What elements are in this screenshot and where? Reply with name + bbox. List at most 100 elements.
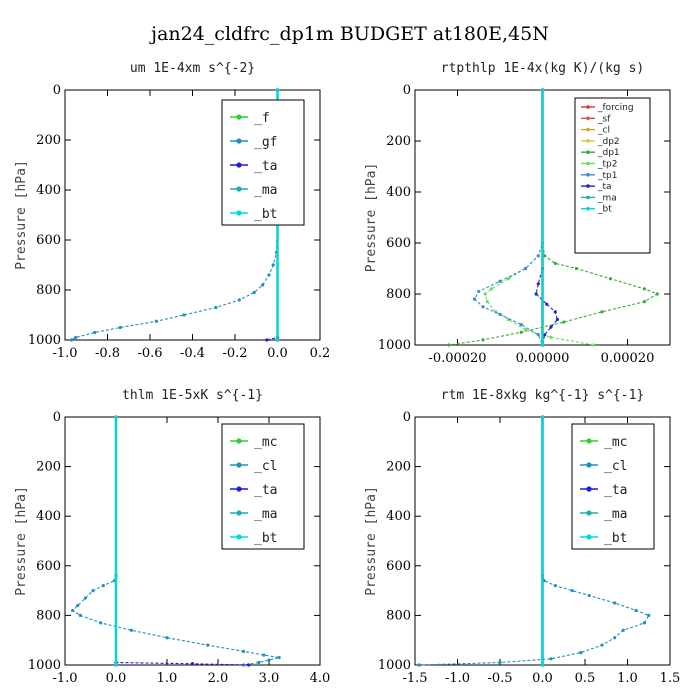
y-tick-label: 800	[36, 608, 61, 623]
series-point	[190, 662, 195, 666]
legend-label: _cl	[604, 459, 627, 474]
legend-marker	[236, 162, 242, 168]
legend-label: _f	[254, 111, 270, 126]
series-point	[69, 338, 73, 342]
legend-marker	[586, 127, 590, 132]
series-point	[165, 636, 169, 640]
legend-marker	[586, 184, 590, 188]
series-point	[553, 584, 557, 588]
series-point	[78, 613, 82, 618]
series-group	[417, 415, 651, 667]
panel-title: rtpthlp 1E-4x(kg K)/(kg s)	[441, 61, 645, 76]
legend-marker	[586, 139, 590, 143]
legend-marker	[586, 161, 590, 166]
series-point	[267, 273, 271, 277]
y-tick-label: 200	[386, 460, 411, 475]
legend-label: _ma	[254, 183, 277, 198]
series-point	[600, 643, 604, 647]
legend-marker	[586, 195, 590, 200]
x-tick-label: 1.0	[617, 671, 638, 686]
series-point	[71, 608, 75, 613]
y-tick-label: 600	[386, 559, 411, 574]
y-tick-label: 400	[386, 509, 411, 524]
series-point	[536, 333, 540, 337]
series-point	[129, 628, 133, 632]
y-axis-label: Pressure [hPa]	[14, 160, 29, 270]
y-tick-label: 600	[36, 559, 61, 574]
x-tick-label: -1.0	[52, 671, 77, 686]
series-point	[261, 283, 265, 287]
series-point	[634, 608, 638, 613]
legend-box	[571, 423, 655, 550]
series-point	[206, 643, 210, 647]
panel-title: rtm 1E-8xkg kg^{-1} s^{-1}	[441, 388, 645, 403]
legend-marker	[586, 150, 590, 154]
legend-label: _forcing	[597, 103, 634, 113]
y-tick-label: 0	[53, 83, 61, 98]
legend-label: _bt	[604, 531, 627, 546]
series-point	[562, 320, 566, 324]
legend-marker	[236, 438, 242, 444]
y-tick-label: 600	[386, 236, 411, 251]
series-point	[118, 325, 122, 330]
y-tick-label: 1000	[28, 333, 61, 348]
legend-marker	[236, 462, 242, 468]
series-point	[534, 292, 538, 296]
series-point	[257, 660, 261, 665]
budget-panel-2: rtpthlp 1E-4x(kg K)/(kg s) Pressure [hPa]…	[364, 61, 671, 366]
series-point	[498, 279, 502, 283]
y-tick-label: 0	[53, 410, 61, 425]
series-point	[241, 649, 246, 653]
x-tick-label: 1.0	[157, 671, 178, 686]
x-tick-label: -1.5	[402, 671, 427, 686]
series-point	[498, 660, 502, 665]
series-point	[99, 621, 103, 625]
legend-label: _tp1	[597, 171, 617, 181]
series-point	[485, 300, 489, 304]
x-tick-label: 0.0	[106, 671, 127, 686]
series-point	[621, 628, 625, 632]
series-point	[498, 312, 502, 316]
legend-marker	[586, 534, 592, 540]
series-point	[523, 328, 528, 332]
x-tick-label: 4.0	[310, 671, 331, 686]
series-point	[252, 290, 256, 295]
series-point	[154, 319, 158, 323]
series-line	[535, 90, 558, 346]
legend-label: _cl	[597, 126, 610, 136]
figure-title: jan24_cldfrc_dp1m BUDGET at180E,45N	[149, 23, 549, 45]
legend-marker	[236, 534, 242, 540]
series-point	[93, 330, 97, 335]
series-point	[553, 310, 557, 314]
x-tick-label: 0.2	[310, 346, 331, 361]
x-tick-label: 2.0	[208, 671, 229, 686]
series-point	[447, 343, 451, 347]
legend-label: _bt	[254, 531, 277, 546]
series-point	[275, 88, 280, 92]
legend-marker	[236, 138, 242, 144]
series-point	[417, 663, 421, 667]
budget-panel-4: rtm 1E-8xkg kg^{-1} s^{-1} Pressure [hPa]…	[364, 388, 680, 686]
legend-marker	[236, 210, 242, 216]
x-tick-label: -0.8	[95, 346, 120, 361]
legend-label: _bt	[254, 207, 277, 222]
series-point	[642, 621, 647, 625]
series-point	[543, 333, 547, 337]
series-point	[483, 292, 487, 296]
series-point	[262, 653, 266, 657]
legend-marker	[236, 186, 242, 192]
x-tick-label: 0.5	[575, 671, 596, 686]
legend-label: _ta	[604, 483, 627, 498]
panel-title: um 1E-4xm s^{-2}	[130, 61, 255, 76]
series-point	[647, 613, 651, 618]
series-point	[536, 282, 540, 286]
x-tick-label: 0.0	[532, 671, 553, 686]
series-point	[540, 663, 545, 667]
series-point	[587, 593, 591, 598]
series-point	[540, 415, 545, 419]
legend-label: _cl	[254, 459, 277, 474]
legend-label: _bt	[597, 205, 612, 215]
legend-label: _ma	[254, 507, 277, 522]
series-point	[540, 343, 545, 347]
series-point	[519, 330, 523, 334]
